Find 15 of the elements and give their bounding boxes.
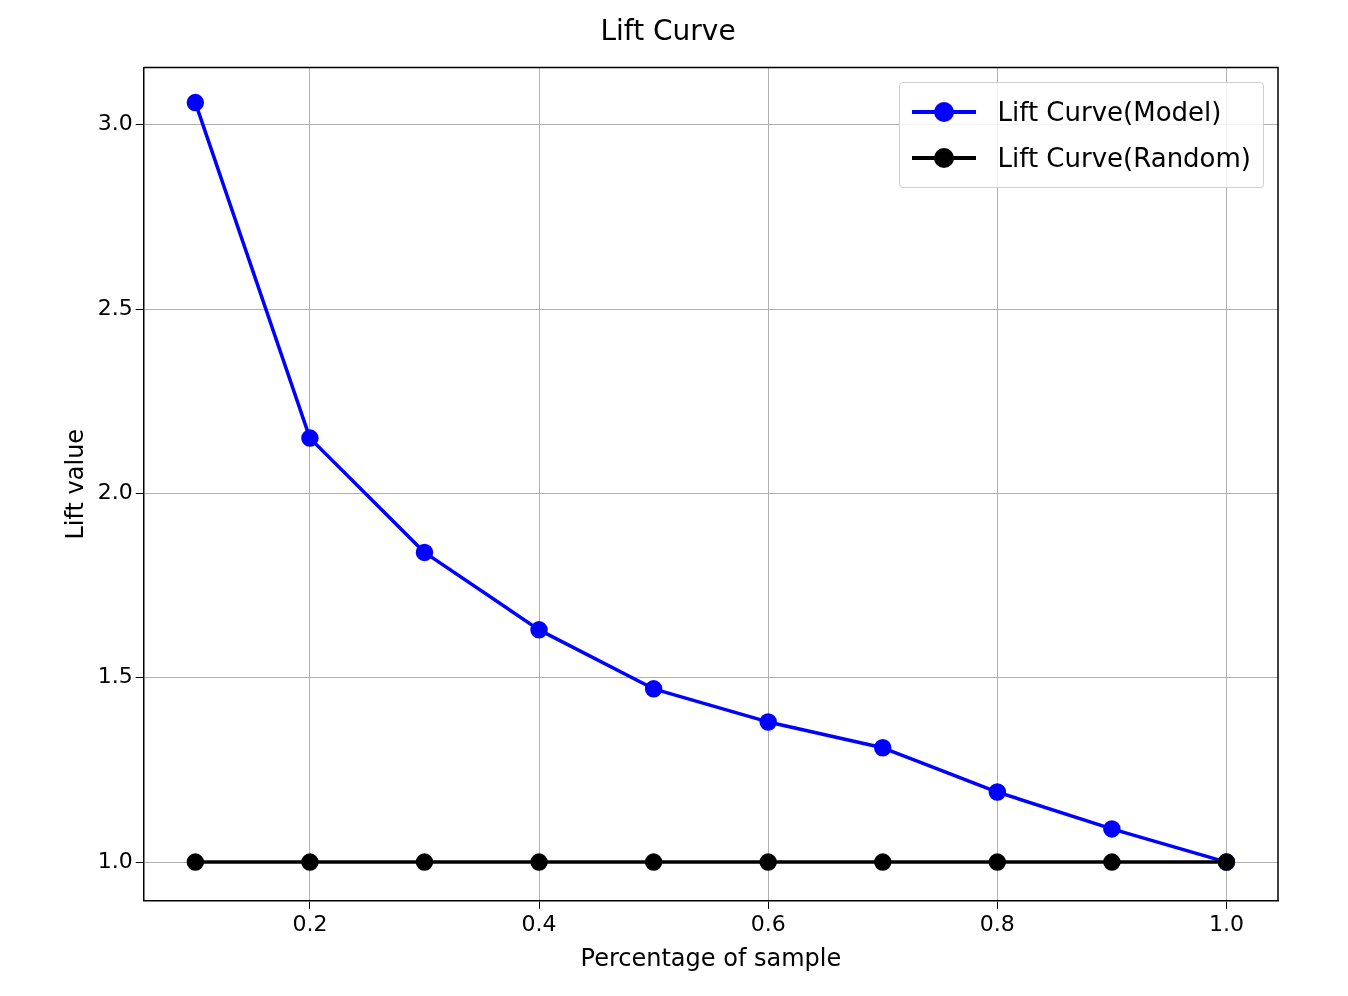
x-tick-label: 0.8 [979, 910, 1015, 936]
y-axis-title: Lift value [60, 428, 89, 540]
x-tick-label: 0.2 [292, 910, 328, 936]
x-tick-label: 0.4 [521, 910, 557, 936]
x-tick-label: 1.0 [1208, 910, 1244, 936]
y-tick-label: 1.0 [97, 847, 133, 873]
x-axis-title: Percentage of sample [580, 943, 842, 972]
y-tick-label: 2.0 [97, 479, 133, 505]
y-tick-label: 1.5 [97, 663, 133, 689]
chart-title: Lift Curve [600, 14, 736, 48]
y-tick-label: 2.5 [97, 294, 133, 320]
y-tick-label: 3.0 [97, 110, 133, 136]
x-tick-label: 0.6 [750, 910, 786, 936]
legend-label: Lift Curve(Random) [997, 142, 1251, 173]
legend-label: Lift Curve(Model) [997, 96, 1222, 127]
